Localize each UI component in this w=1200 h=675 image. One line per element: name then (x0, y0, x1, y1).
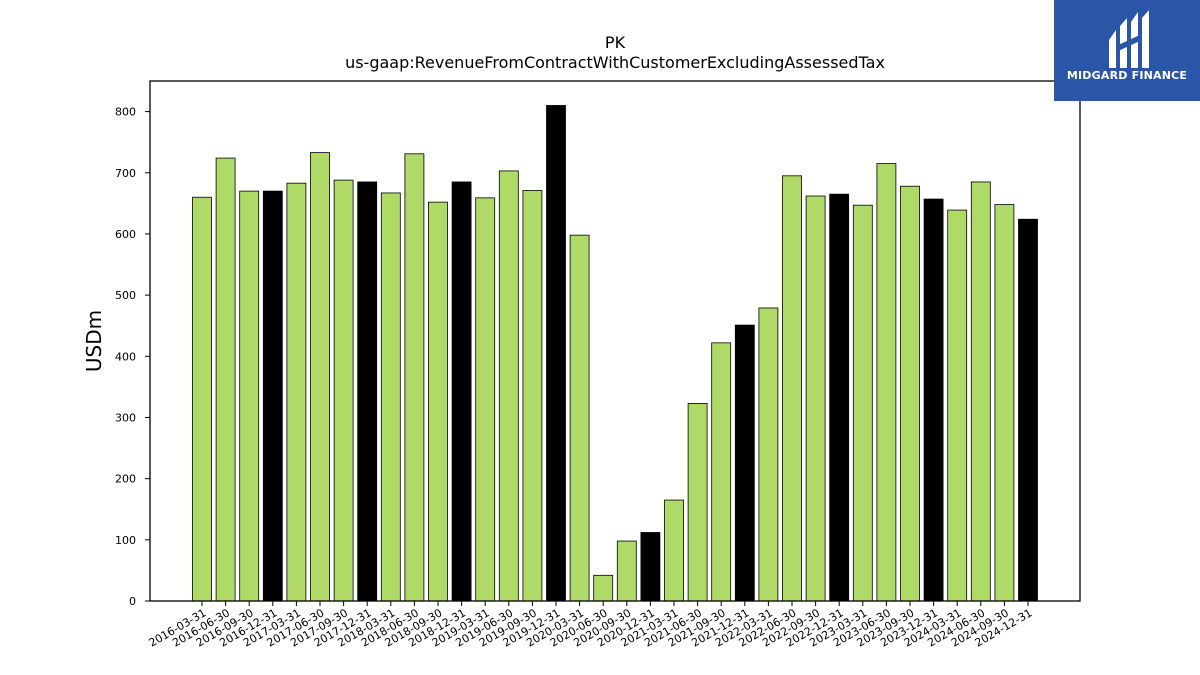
y-tick-label: 400 (115, 350, 136, 363)
bars-layer (192, 105, 1038, 602)
bar-2018-06-30 (404, 153, 425, 602)
y-tick-label: 800 (115, 106, 136, 119)
bar-2019-06-30 (498, 170, 519, 602)
bar-2017-09-30 (333, 179, 354, 602)
bar-2020-09-30 (616, 540, 637, 602)
bar-2023-03-31 (852, 204, 873, 602)
bar-2020-12-31 (640, 532, 661, 602)
bar-2019-03-31 (475, 197, 496, 602)
bar-2021-06-30 (687, 402, 708, 602)
midgard-finance-logo: MIDGARD FINANCE (1054, 0, 1200, 101)
bar-2018-12-31 (451, 181, 472, 602)
bar-2020-03-31 (569, 234, 590, 602)
x-axis: 2016-03-312016-06-302016-09-302016-12-31… (147, 601, 1035, 650)
bar-2021-12-31 (734, 324, 755, 602)
y-tick-label: 200 (115, 473, 136, 486)
y-axis-label: USDm (82, 310, 106, 372)
y-tick-label: 600 (115, 228, 136, 241)
bar-2023-12-31 (923, 198, 944, 602)
bar-2017-03-31 (286, 182, 307, 602)
bar-2024-03-31 (947, 209, 968, 602)
bar-2022-12-31 (829, 193, 850, 602)
midgard-monogram-icon (1109, 10, 1149, 68)
bar-2023-09-30 (900, 185, 920, 602)
y-tick-label: 300 (115, 411, 136, 424)
y-axis: 0 100 200 300 400 500 600 700 800 (115, 106, 150, 608)
bar-2023-06-30 (876, 163, 897, 602)
bar-2016-09-30 (239, 190, 260, 602)
bar-2024-09-30 (994, 204, 1015, 602)
bar-2016-06-30 (215, 157, 236, 602)
bar-2021-03-31 (664, 499, 684, 602)
bar-2022-09-30 (805, 195, 826, 602)
bar-2024-12-31 (1018, 218, 1038, 602)
logo-text: MIDGARD FINANCE (1066, 69, 1188, 82)
plot-frame (149, 80, 1081, 602)
y-tick-label: 500 (115, 289, 136, 302)
bar-2019-12-31 (546, 105, 566, 602)
bar-2017-12-31 (357, 181, 378, 602)
bar-2024-06-30 (970, 181, 991, 602)
y-tick-label: 0 (129, 595, 136, 608)
y-tick-label: 700 (115, 167, 136, 180)
bar-2019-09-30 (522, 190, 543, 602)
bar-2017-06-30 (310, 152, 330, 602)
bar-2022-06-30 (782, 175, 802, 602)
chart-title: PK (605, 33, 626, 52)
chart-subtitle: us-gaap:RevenueFromContractWithCustomerE… (345, 53, 885, 72)
bar-2016-03-31 (192, 196, 212, 602)
bar-2021-09-30 (711, 342, 732, 602)
bar-2018-09-30 (428, 201, 448, 602)
bar-2022-03-31 (758, 307, 779, 602)
bar-2016-12-31 (262, 190, 283, 602)
bar-2020-06-30 (593, 574, 614, 602)
y-tick-label: 100 (115, 534, 136, 547)
bar-2018-03-31 (380, 192, 401, 602)
